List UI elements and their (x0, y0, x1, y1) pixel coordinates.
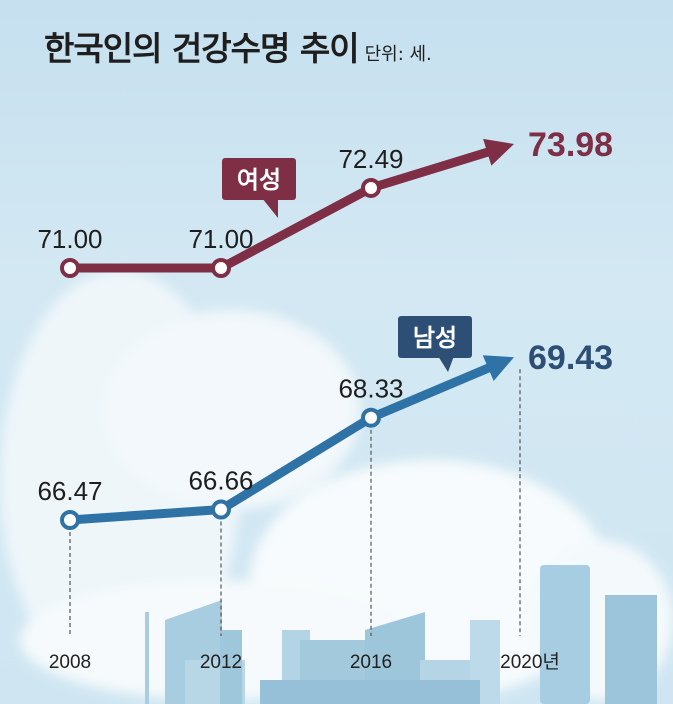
data-label: 66.66 (188, 466, 253, 496)
data-label: 66.47 (37, 476, 102, 506)
arrowhead-1 (482, 355, 514, 382)
legend-callout-pointer (262, 198, 278, 218)
data-point (60, 510, 80, 530)
final-value-label: 69.43 (528, 339, 613, 377)
data-label: 72.49 (338, 144, 403, 174)
data-point (361, 177, 381, 198)
unit-label: 단위: 세. (364, 44, 432, 65)
series-line-0 (70, 145, 498, 273)
legend-callout-box (398, 316, 472, 358)
city-buildings (145, 565, 657, 704)
x-tick-label: 2012 (200, 652, 242, 673)
legend-callout-box (222, 158, 296, 200)
data-label: 71.00 (188, 224, 253, 254)
data-label: 68.33 (338, 374, 403, 404)
x-tick-label: 2016 (350, 652, 392, 673)
legend-label: 여성 (237, 166, 281, 194)
data-point (211, 499, 231, 520)
legend-label: 남성 (413, 324, 457, 352)
chart-title: 한국인의 건강수명 추이 단위: 세. (44, 22, 432, 70)
series-line-1 (69, 360, 498, 525)
data-label: 71.00 (37, 224, 102, 254)
final-value-label: 73.98 (528, 126, 613, 164)
x-tick-label: 2008 (49, 652, 91, 673)
x-tick-label: 2020년 (500, 651, 560, 673)
data-point (211, 258, 231, 278)
data-point (60, 258, 80, 278)
title-text: 한국인의 건강수명 추이 (44, 29, 360, 68)
arrowhead-0 (483, 138, 514, 166)
legend-callout-pointer (438, 356, 454, 372)
data-point (361, 407, 381, 428)
